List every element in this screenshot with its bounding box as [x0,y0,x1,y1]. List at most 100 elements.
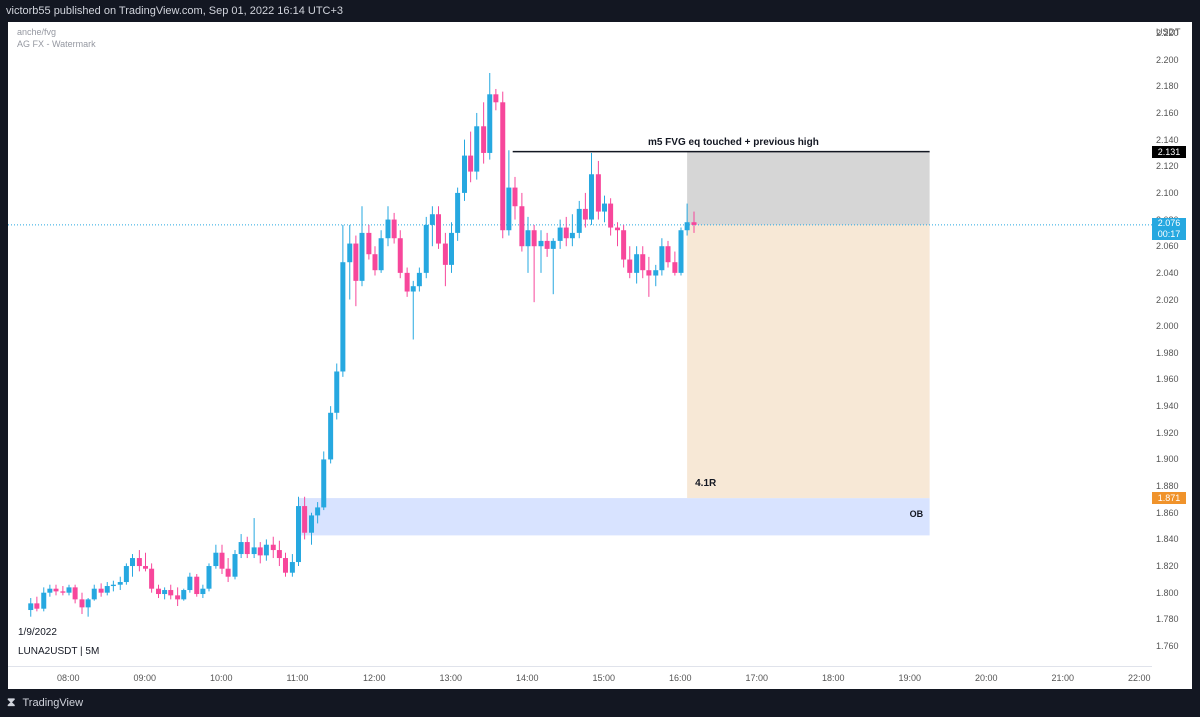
candle-body [53,588,59,592]
candle-body [372,254,378,271]
candle-body [410,286,416,292]
candle-body [219,552,225,569]
time-tick-label: 11:00 [286,673,309,683]
price-tick-label: 1.760 [1156,641,1179,651]
candle-body [156,588,162,595]
tradingview-brand: TradingView [22,697,84,709]
candle-body [225,568,231,577]
candle-body [588,174,594,220]
candle-body [487,94,493,153]
candle-body [41,592,47,609]
candle-body [672,262,678,273]
candle-body [563,227,569,239]
candle-body [251,547,257,555]
time-tick-label: 19:00 [898,673,922,683]
candle-body [474,126,480,172]
time-tick-label: 08:00 [57,673,80,683]
candle-body [321,459,327,508]
candle-body [512,187,518,207]
candle-body [557,227,563,241]
candle-body [640,254,646,271]
candle-body [615,227,621,231]
candle-body [213,552,219,567]
candle-body [493,94,499,103]
candle-body [257,547,263,556]
candle-body [340,262,346,372]
candle-body [200,588,206,595]
price-tick-label: 1.960 [1156,374,1179,385]
candle-body [104,586,110,593]
candle-body [621,230,627,260]
price-axis[interactable]: USDT 2.220 2.200 2.180 2.160 2.140 2.120 2.100… [1152,22,1192,689]
time-tick-label: 18:00 [822,673,845,683]
candle-body [442,243,448,265]
symbol-label: LUNA2USDT | 5M [18,646,100,657]
candle-body [378,238,384,271]
time-tick-label: 15:00 [592,673,616,683]
candle-body [117,582,123,585]
candle-body [653,270,659,276]
price-tick-label: 2.060 [1156,241,1179,252]
price-tick-label: 2.000 [1156,321,1179,332]
candle-body [416,272,422,287]
candle-body [232,554,238,577]
candle-body [206,566,212,589]
price-tick-label: 1.840 [1156,534,1179,545]
candle-body [684,222,690,231]
candle-body [544,240,550,249]
chart-pane[interactable]: anche/fvg AG FX - Watermark 1/9/2022 LUN… [8,22,1152,666]
tradingview-footer: ⧗ TradingView [0,689,1200,716]
candle-body [627,259,633,273]
candle-body [315,507,321,516]
candle-body [385,219,391,239]
price-tick-label: 1.800 [1156,587,1179,598]
publish-header: victorb55 published on TradingView.com, … [0,0,1200,22]
candle-body [187,576,193,591]
price-tick-label: 2.100 [1156,187,1179,198]
time-axis[interactable]: 08:00 09:00 10:00 11:00 12:00 13:00 14:00 15:00… [8,666,1152,690]
candle-body [423,224,429,273]
candle-body [366,232,372,255]
candle-body [91,588,97,600]
candle-body [646,270,652,276]
candle-body [123,566,129,583]
candle-body [194,576,200,595]
candle-body [47,588,53,593]
right-gutter [1192,22,1200,689]
candle-body [531,230,537,247]
candle-body [72,587,78,600]
candle-body [602,203,607,212]
candle-body [136,558,142,567]
time-tick-label: 21:00 [1051,673,1075,683]
candle-body [34,603,40,609]
price-tick-label: 1.940 [1156,401,1179,412]
candle-body [500,102,506,231]
time-tick-label: 09:00 [133,673,157,683]
price-tick-label: 1.900 [1156,454,1179,465]
candle-body [481,126,487,153]
candle-body [270,544,276,551]
candlestick-chart[interactable] [8,22,1152,666]
candle-body [449,232,454,265]
current-price-value: 2.076 [1157,217,1181,228]
candle-body [462,155,468,193]
candle-body [576,208,582,233]
candle-body [143,566,148,569]
time-tick-label: 22:00 [1128,673,1151,683]
price-tick-label: 2.140 [1156,134,1179,145]
time-tick-label: 20:00 [975,673,998,683]
candle-body [334,371,340,413]
candle-body [634,254,640,273]
price-tick-label: 2.120 [1156,161,1179,172]
tradingview-logo-icon: ⧗ [7,695,16,709]
candle-body [468,155,474,172]
time-tick-label: 17:00 [745,673,769,683]
current-price-tag: 2.076 00:17 [1152,217,1186,240]
candle-body [129,558,135,567]
time-tick-label: 14:00 [516,673,539,683]
candle-body [328,412,334,460]
candle-body [238,542,244,555]
candle-body [162,590,168,595]
candle-body [691,222,697,225]
time-tick-label: 16:00 [669,673,692,683]
